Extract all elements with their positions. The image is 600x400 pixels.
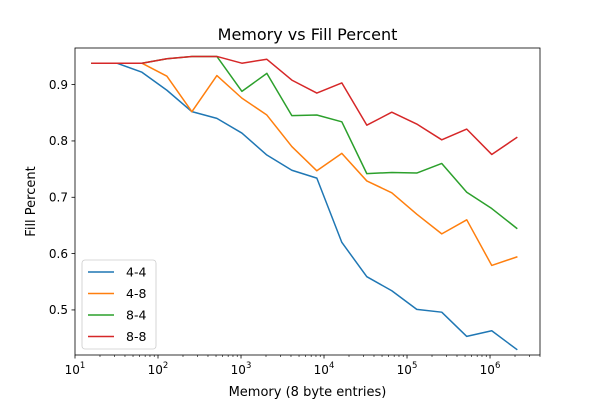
x-tick-exponent: 4	[329, 361, 334, 371]
legend: 4-4 4-8 8-4 8-8	[81, 259, 157, 350]
legend-label-8-4: 8-4	[126, 307, 146, 322]
series-line-4-4	[91, 62, 518, 351]
x-tick-base: 10	[480, 363, 495, 377]
x-tick-base: 10	[148, 363, 163, 377]
series-line-4-8	[91, 62, 518, 267]
x-tick-base: 10	[397, 363, 412, 377]
x-tick-label: 103	[231, 361, 252, 377]
y-axis-label: Fill Percent	[24, 166, 39, 236]
x-tick-label: 105	[397, 361, 418, 377]
x-axis: 101 102 103 104 105 106	[65, 355, 541, 377]
y-tick-label: 0.9	[49, 78, 68, 92]
series-layer	[91, 55, 518, 351]
x-tick-exponent: 3	[246, 361, 251, 371]
y-tick-label: 0.7	[49, 190, 68, 204]
x-axis-label: Memory (8 byte entries)	[229, 385, 387, 400]
legend-box	[81, 259, 157, 350]
x-tick-exponent: 1	[80, 361, 85, 371]
legend-label-8-8: 8-8	[126, 329, 146, 344]
legend-label-4-4: 4-4	[126, 264, 146, 279]
y-axis: 0.5 0.6 0.7 0.8 0.9	[49, 78, 75, 317]
x-tick-exponent: 6	[495, 361, 500, 371]
y-tick-label: 0.8	[49, 134, 68, 148]
x-tick-base: 10	[65, 363, 80, 377]
x-tick-label: 102	[148, 361, 169, 377]
plot-frame	[74, 47, 541, 356]
y-tick-label: 0.5	[49, 303, 68, 317]
x-tick-label: 101	[65, 361, 86, 377]
legend-label-4-8: 4-8	[126, 286, 146, 301]
x-tick-base: 10	[314, 363, 329, 377]
x-tick-exponent: 2	[163, 361, 168, 371]
x-tick-label: 104	[314, 361, 335, 377]
chart-title: Memory vs Fill Percent	[218, 25, 398, 44]
x-tick-base: 10	[231, 363, 246, 377]
series-line-8-8	[91, 55, 518, 156]
x-tick-exponent: 5	[412, 361, 417, 371]
y-tick-label: 0.6	[49, 247, 68, 261]
x-tick-label: 106	[480, 361, 501, 377]
